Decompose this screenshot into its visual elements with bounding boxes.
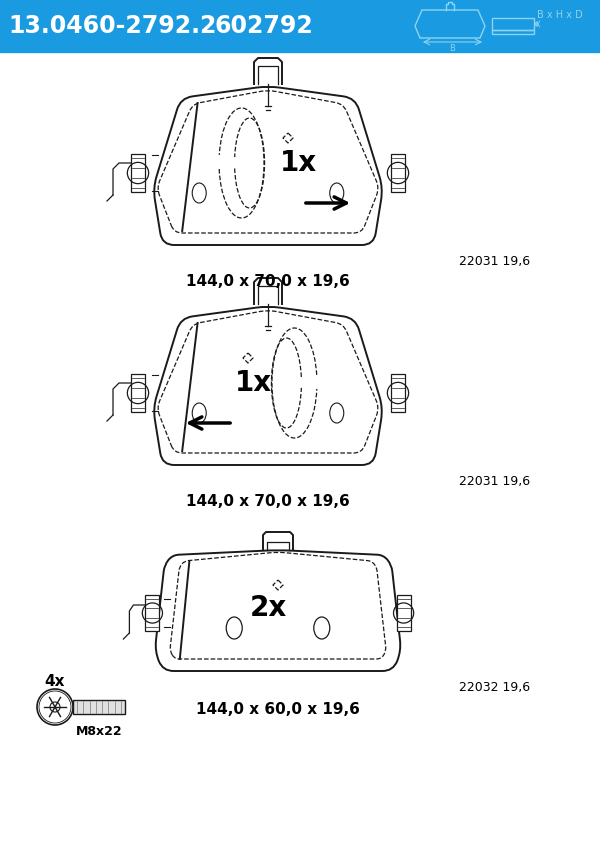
Text: B: B	[449, 44, 455, 53]
Bar	[131, 374, 145, 412]
PathPatch shape	[154, 307, 382, 465]
Bar	[131, 154, 145, 192]
Bar	[391, 374, 405, 412]
Bar	[492, 30, 534, 34]
Text: M8x22: M8x22	[76, 725, 122, 738]
Text: 2x: 2x	[250, 594, 287, 622]
Bar	[73, 700, 125, 714]
Circle shape	[37, 689, 73, 725]
Text: 4x: 4x	[45, 674, 65, 689]
Bar	[0, 0, 600, 52]
Text: B x H x D: B x H x D	[537, 10, 583, 20]
Text: 144,0 x 70,0 x 19,6: 144,0 x 70,0 x 19,6	[186, 494, 350, 509]
Text: 22032 19,6: 22032 19,6	[459, 681, 530, 695]
Bar	[492, 18, 534, 30]
PathPatch shape	[154, 87, 382, 245]
PathPatch shape	[156, 550, 400, 671]
Text: 144,0 x 60,0 x 19,6: 144,0 x 60,0 x 19,6	[196, 701, 360, 717]
Text: 602792: 602792	[215, 14, 314, 38]
Text: 1x: 1x	[280, 149, 317, 177]
Text: 13.0460-2792.2: 13.0460-2792.2	[8, 14, 217, 38]
Text: 1x: 1x	[235, 369, 272, 397]
Text: 22031 19,6: 22031 19,6	[459, 255, 530, 267]
Bar	[145, 595, 160, 631]
Bar	[391, 154, 405, 192]
Bar	[397, 595, 410, 631]
Text: 22031 19,6: 22031 19,6	[459, 474, 530, 488]
Text: 144,0 x 70,0 x 19,6: 144,0 x 70,0 x 19,6	[186, 273, 350, 288]
